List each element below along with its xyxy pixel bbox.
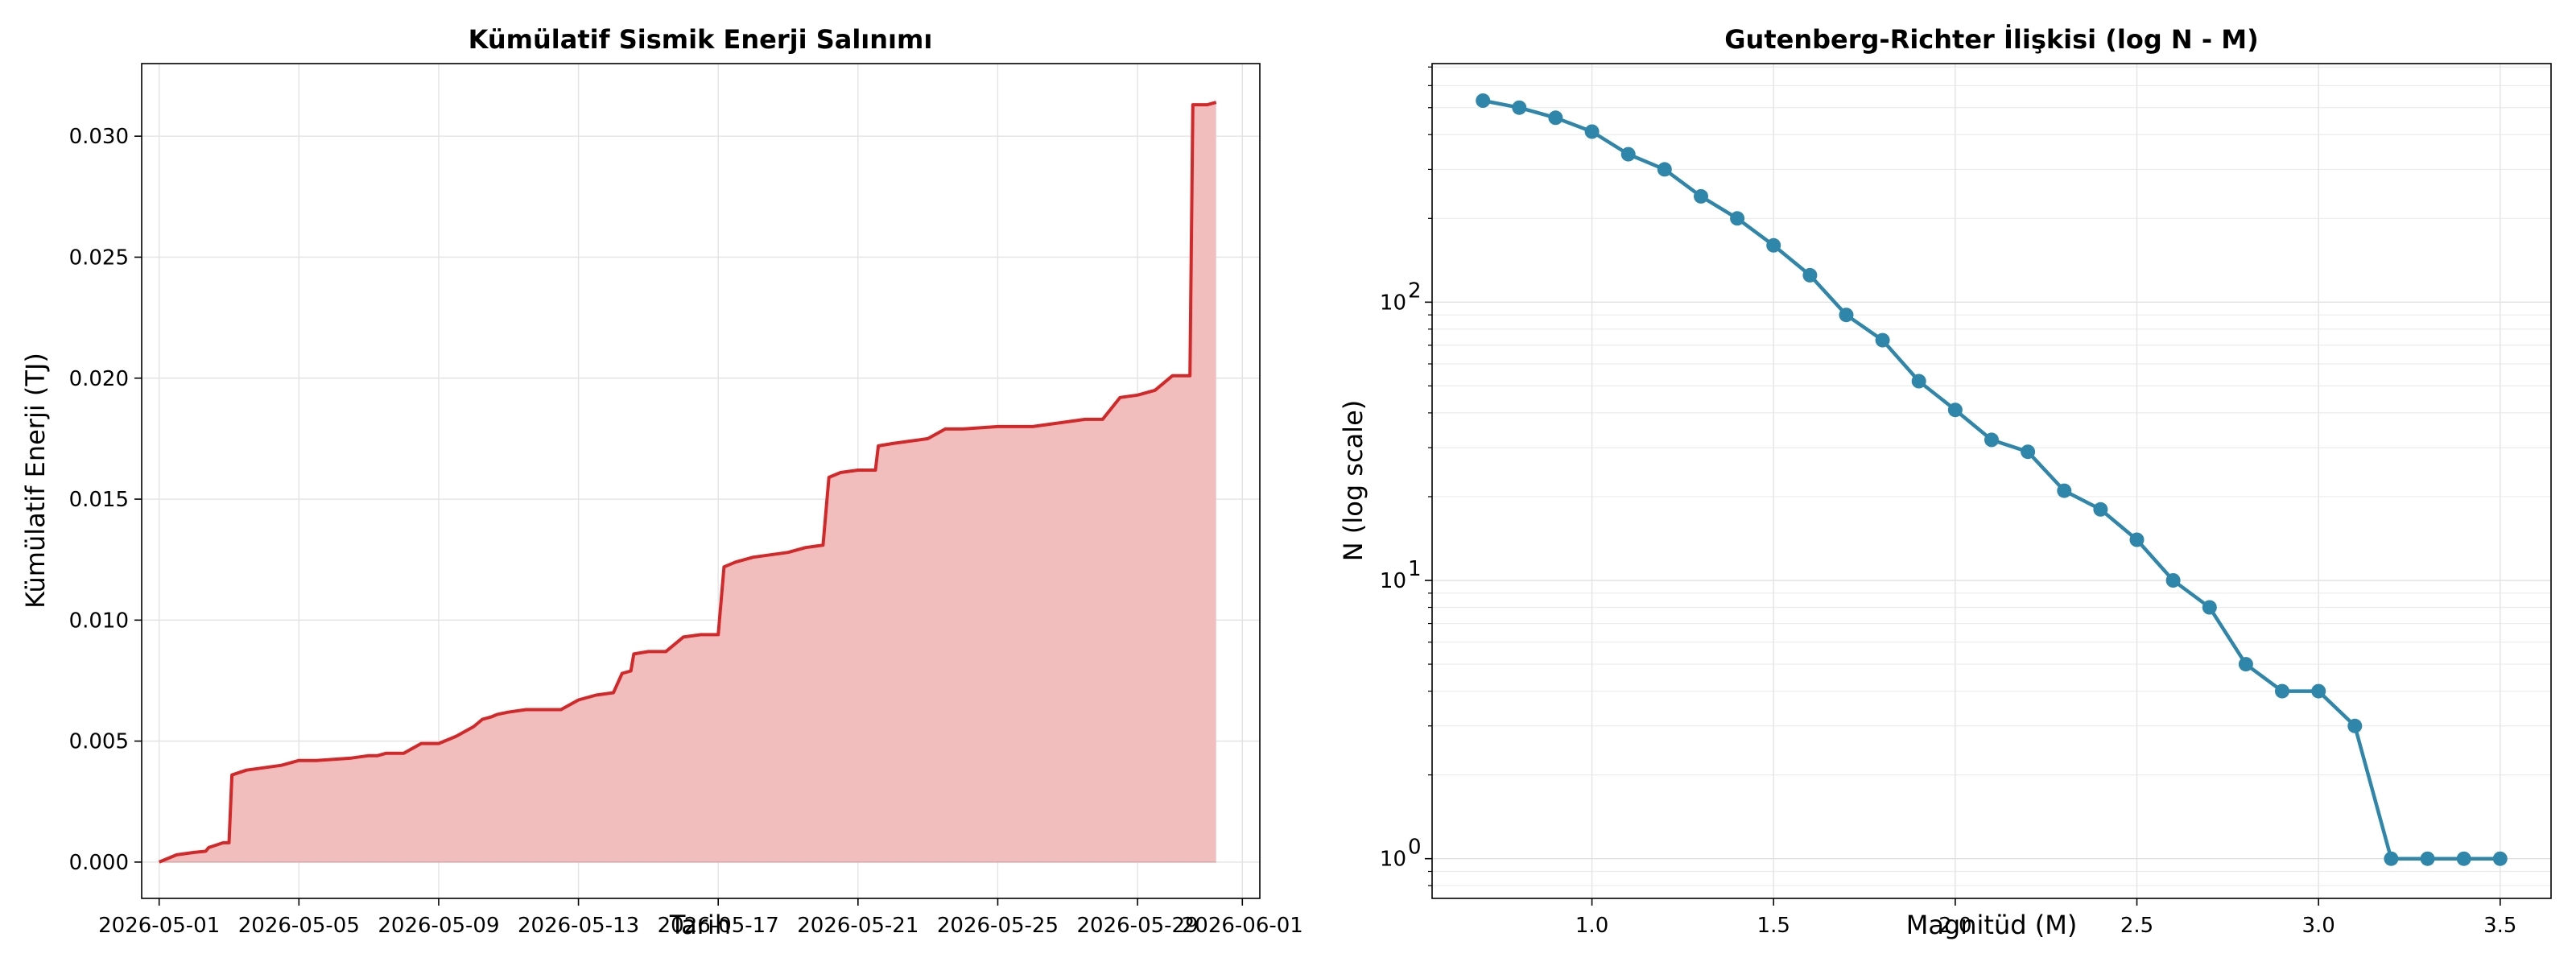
gr-chart-ylabel: N (log scale) (1338, 400, 1368, 561)
gr-y-tick-label: 10 (1380, 848, 1406, 872)
gutenberg-richter-panel: Gutenberg-Richter İlişkisi (log N - M) M… (1338, 24, 2552, 940)
gr-x-tick-label: 3.0 (2301, 914, 2334, 938)
gr-point (2129, 532, 2145, 547)
energy-line (158, 101, 1217, 864)
energy-chart-title: Kümülatif Sismik Enerji Salınımı (469, 24, 933, 55)
energy-chart-ticks: 2026-05-01 2026-05-05 2026-05-09 2026-05-13… (69, 125, 1303, 938)
gr-x-tick-label: 1.0 (1575, 914, 1608, 938)
gr-point (1802, 267, 1818, 283)
energy-x-tick-label: 2026-06-01 (1182, 914, 1303, 938)
gr-y-tick-label: 10 (1380, 291, 1406, 315)
gr-point (2165, 573, 2181, 588)
gr-point (2275, 683, 2289, 699)
energy-y-tick-label: 0.005 (69, 730, 129, 754)
gr-x-tick-label: 2.5 (2120, 914, 2153, 938)
gr-point (1512, 100, 1527, 115)
gr-point (2093, 502, 2108, 517)
gr-y-tick-label: 10 (1380, 569, 1406, 593)
gr-point (2021, 444, 2036, 460)
energy-chart-xlabel: Tarih (669, 910, 731, 940)
gr-chart-data (1476, 93, 2508, 866)
gr-point (2456, 851, 2471, 866)
gr-point (2311, 683, 2326, 699)
gr-x-tick-label: 2.0 (1938, 914, 1971, 938)
gr-point (1657, 162, 1672, 177)
gr-point (1548, 110, 1563, 126)
gr-point (1911, 374, 1926, 389)
gr-point (1766, 237, 1781, 253)
energy-x-tick-label: 2026-05-17 (658, 914, 779, 938)
gr-y-tick-exponent: 2 (1408, 279, 1422, 303)
gr-x-tick-label: 3.5 (2483, 914, 2516, 938)
energy-chart-panel: Kümülatif Sismik Enerji Salınımı Tarih K… (20, 24, 1303, 940)
gr-point (2384, 851, 2399, 866)
gr-point (1875, 332, 1890, 348)
gr-point (1584, 124, 1600, 139)
gr-point (2420, 851, 2435, 866)
gr-line (1482, 98, 2500, 861)
gr-point (2057, 483, 2072, 498)
energy-x-tick-label: 2026-05-01 (98, 914, 220, 938)
gr-point (1476, 93, 1491, 108)
gr-point (1620, 147, 1636, 162)
energy-chart-ylabel: Kümülatif Enerji (TJ) (20, 353, 51, 609)
gr-point (2492, 851, 2508, 866)
energy-x-tick-label: 2026-05-25 (937, 914, 1059, 938)
energy-y-tick-label: 0.025 (69, 246, 129, 270)
energy-chart-frame (141, 63, 1261, 899)
gr-point (2347, 718, 2363, 733)
energy-chart-data (158, 101, 1217, 864)
energy-x-tick-label: 2026-05-21 (797, 914, 919, 938)
gr-point (1694, 188, 1708, 204)
energy-y-tick-label: 0.015 (69, 488, 129, 512)
gr-point (2238, 657, 2253, 672)
gr-point (1984, 432, 1999, 448)
energy-x-tick-label: 2026-05-09 (378, 914, 499, 938)
energy-area-fill (159, 102, 1216, 862)
energy-x-tick-label: 2026-05-29 (1077, 914, 1199, 938)
energy-y-tick-label: 0.030 (69, 125, 129, 149)
gr-point (1839, 308, 1854, 323)
energy-y-tick-label: 0.020 (69, 367, 129, 391)
energy-x-tick-label: 2026-05-05 (238, 914, 360, 938)
gr-point (1730, 211, 1745, 226)
gr-chart-xlabel: Magnitüd (M) (1906, 910, 2078, 940)
energy-y-tick-label: 0.000 (69, 851, 129, 875)
gr-y-tick-exponent: 0 (1408, 836, 1422, 860)
gr-x-tick-label: 1.5 (1757, 914, 1790, 938)
gr-chart-frame (1431, 63, 2552, 899)
gr-chart-gridlines (1432, 64, 2551, 898)
energy-x-tick-label: 2026-05-13 (518, 914, 639, 938)
gr-point (2202, 600, 2217, 615)
gr-point (1947, 402, 1963, 418)
energy-y-tick-label: 0.010 (69, 609, 129, 633)
gr-y-tick-exponent: 1 (1408, 557, 1422, 581)
gr-chart-title: Gutenberg-Richter İlişkisi (log N - M) (1724, 24, 2258, 55)
